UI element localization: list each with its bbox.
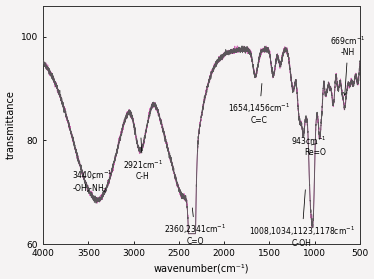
- Text: 1654,1456cm$^{-1}$
C=C: 1654,1456cm$^{-1}$ C=C: [228, 83, 291, 125]
- X-axis label: wavenumber(cm⁻¹): wavenumber(cm⁻¹): [154, 263, 249, 273]
- Text: 669cm$^{-1}$
-NH: 669cm$^{-1}$ -NH: [330, 35, 366, 95]
- Text: 3440cm$^{-1}$
-OH,-NH$_2$: 3440cm$^{-1}$ -OH,-NH$_2$: [72, 169, 113, 195]
- Text: 1008,1034,1123,1178cm$^{-1}$
C-OH: 1008,1034,1123,1178cm$^{-1}$ C-OH: [249, 190, 355, 248]
- Text: 2360,2341cm$^{-1}$
C=O: 2360,2341cm$^{-1}$ C=O: [164, 208, 226, 246]
- Y-axis label: transmittance: transmittance: [6, 90, 16, 159]
- Text: 943cm$^{-1}$
Re=O: 943cm$^{-1}$ Re=O: [291, 134, 327, 157]
- Text: 2921cm$^{-1}$
C-H: 2921cm$^{-1}$ C-H: [123, 138, 163, 181]
